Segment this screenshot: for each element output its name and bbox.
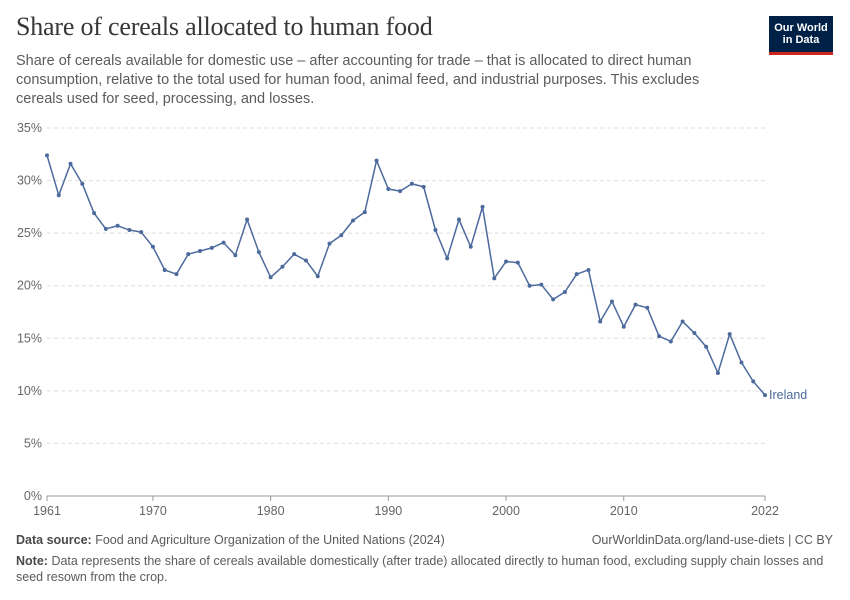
data-point[interactable] — [198, 249, 203, 254]
data-point[interactable] — [668, 339, 673, 344]
chart-gridlines — [47, 127, 765, 444]
data-point[interactable] — [127, 227, 132, 232]
data-point[interactable] — [292, 252, 297, 257]
data-point[interactable] — [162, 267, 167, 272]
data-point[interactable] — [186, 252, 191, 257]
data-point[interactable] — [551, 297, 556, 302]
data-point[interactable] — [751, 379, 756, 384]
data-point[interactable] — [609, 299, 614, 304]
data-point[interactable] — [680, 319, 685, 324]
data-point[interactable] — [80, 181, 85, 186]
x-tick-label: 1980 — [257, 504, 285, 518]
data-point[interactable] — [303, 258, 308, 263]
data-point[interactable] — [233, 253, 238, 258]
data-point[interactable] — [598, 319, 603, 324]
data-point[interactable] — [315, 274, 320, 279]
x-tick-label: 1990 — [374, 504, 402, 518]
source-label: Data source: — [16, 533, 92, 547]
y-tick-label: 15% — [17, 331, 42, 345]
chart-subtitle: Share of cereals available for domestic … — [16, 53, 700, 107]
data-point[interactable] — [492, 276, 497, 281]
chart-note: Note: Data represents the share of cerea… — [16, 553, 826, 585]
data-point[interactable] — [409, 181, 414, 186]
data-point[interactable] — [445, 256, 450, 261]
data-point[interactable] — [692, 331, 697, 336]
data-point[interactable] — [150, 244, 155, 249]
data-point[interactable] — [621, 324, 626, 329]
note-text: Data represents the share of cereals ava… — [16, 554, 824, 584]
data-point[interactable] — [633, 302, 638, 307]
chart-series: Ireland — [45, 153, 807, 402]
y-tick-label: 30% — [17, 174, 42, 188]
x-tick-label: 1970 — [139, 504, 167, 518]
data-point[interactable] — [562, 290, 567, 295]
data-point[interactable] — [256, 250, 261, 255]
data-point[interactable] — [68, 161, 73, 166]
data-point[interactable] — [645, 305, 650, 310]
data-point[interactable] — [715, 370, 720, 375]
x-tick-label: 2022 — [751, 504, 779, 518]
data-point[interactable] — [339, 233, 344, 238]
data-point[interactable] — [763, 393, 767, 398]
owid-logo[interactable]: Our World in Data — [769, 16, 833, 55]
data-point[interactable] — [268, 275, 273, 280]
data-point[interactable] — [515, 260, 520, 265]
x-tick-label: 2000 — [492, 504, 520, 518]
data-point[interactable] — [115, 223, 120, 228]
series-line-ireland[interactable] — [46, 155, 766, 396]
data-point[interactable] — [245, 217, 250, 222]
data-point[interactable] — [174, 272, 179, 277]
data-point[interactable] — [657, 334, 662, 339]
y-tick-label: 10% — [17, 384, 42, 398]
note-label: Note: — [16, 554, 48, 568]
data-point[interactable] — [92, 211, 97, 216]
data-point[interactable] — [351, 218, 356, 223]
data-point[interactable] — [374, 158, 379, 163]
data-point[interactable] — [280, 264, 285, 269]
source-text[interactable]: Food and Agriculture Organization of the… — [95, 533, 445, 547]
series-label[interactable]: Ireland — [769, 388, 807, 402]
data-point[interactable] — [586, 267, 591, 272]
data-point[interactable] — [209, 245, 214, 250]
data-point[interactable] — [704, 344, 709, 349]
chart-title: Share of cereals allocated to human food — [16, 12, 433, 41]
data-point[interactable] — [398, 189, 403, 194]
x-axis: 1961 1970 1980 1990 2000 2010 2022 — [33, 495, 779, 518]
data-point[interactable] — [456, 217, 461, 222]
logo-line-1: Our World — [774, 22, 828, 34]
data-source: Data source: Food and Agriculture Organi… — [16, 533, 445, 547]
data-point[interactable] — [468, 244, 473, 249]
y-axis-tick-labels: 0% 5% 10% 15% 20% 25% 30% 35% — [17, 121, 42, 503]
data-point[interactable] — [480, 204, 485, 209]
data-point[interactable] — [386, 186, 391, 191]
data-point[interactable] — [421, 184, 426, 189]
data-point[interactable] — [739, 360, 744, 365]
y-tick-label: 5% — [24, 436, 42, 450]
data-point[interactable] — [56, 193, 61, 198]
x-tick-label: 1961 — [33, 504, 61, 518]
data-point[interactable] — [539, 282, 544, 287]
y-tick-label: 25% — [17, 226, 42, 240]
data-point[interactable] — [433, 227, 438, 232]
data-point[interactable] — [45, 153, 49, 158]
y-tick-label: 35% — [17, 121, 42, 135]
x-tick-label: 2010 — [610, 504, 638, 518]
data-point[interactable] — [727, 332, 732, 337]
data-point[interactable] — [574, 272, 579, 277]
y-tick-label: 20% — [17, 279, 42, 293]
data-point[interactable] — [362, 210, 367, 215]
data-point[interactable] — [221, 240, 226, 245]
logo-line-2: in Data — [782, 34, 820, 46]
y-tick-label: 0% — [24, 489, 42, 503]
source-url[interactable]: OurWorldinData.org/land-use-diets | CC B… — [591, 533, 833, 547]
data-point[interactable] — [103, 226, 108, 231]
data-point[interactable] — [139, 230, 144, 235]
data-point[interactable] — [504, 259, 509, 264]
data-point[interactable] — [527, 283, 532, 288]
data-point[interactable] — [327, 241, 332, 246]
